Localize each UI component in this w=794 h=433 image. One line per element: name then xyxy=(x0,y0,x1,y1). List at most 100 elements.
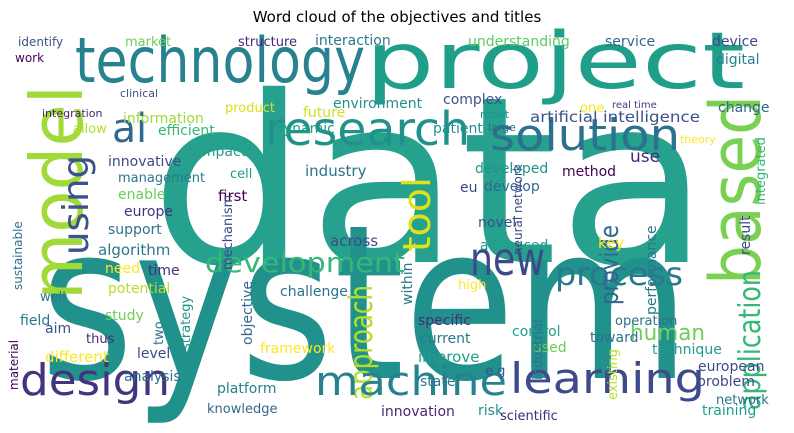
word: impact xyxy=(198,144,247,160)
word: used xyxy=(533,340,567,356)
word: neural network xyxy=(511,164,525,255)
word: real time xyxy=(612,100,657,111)
word: study xyxy=(105,308,144,324)
word: design xyxy=(20,355,170,406)
word: two xyxy=(152,321,167,345)
word: field xyxy=(20,313,50,329)
word: well xyxy=(40,290,66,305)
word: objective xyxy=(240,281,256,345)
word: application xyxy=(733,270,768,410)
word: research xyxy=(265,102,470,156)
word: europe xyxy=(124,204,173,220)
word: scientific xyxy=(500,409,558,424)
word: service xyxy=(605,34,655,50)
word: current xyxy=(420,331,471,347)
word: european xyxy=(698,359,764,375)
word: using xyxy=(56,155,97,255)
word: industrial xyxy=(531,319,546,380)
word: framework xyxy=(260,341,336,357)
chart-title: Word cloud of the objectives and titles xyxy=(253,8,542,26)
word: develop xyxy=(484,179,540,195)
word: challenge xyxy=(280,284,348,300)
word: within xyxy=(400,263,416,305)
word: theory xyxy=(680,133,716,146)
word: innovative xyxy=(108,154,181,170)
word: machine xyxy=(315,359,507,405)
word: cell xyxy=(230,167,252,182)
word: device xyxy=(712,34,758,50)
word: technology xyxy=(75,24,365,97)
word: result xyxy=(738,215,754,255)
word: artificial intelligence xyxy=(530,108,700,126)
word: first xyxy=(218,187,247,205)
word: efficient xyxy=(158,123,215,139)
word: aim xyxy=(45,321,71,337)
word: technique xyxy=(652,342,722,358)
word: key xyxy=(598,234,624,252)
word: approach xyxy=(342,285,380,400)
word: existing xyxy=(606,349,621,400)
word: project xyxy=(365,17,745,107)
word: material xyxy=(7,340,21,390)
word: improve xyxy=(418,348,479,366)
word: time xyxy=(148,263,180,279)
word: new xyxy=(470,232,545,286)
word: understanding xyxy=(468,34,570,50)
word: state xyxy=(420,374,455,390)
word: algorithm xyxy=(98,241,170,259)
word: ai xyxy=(112,106,147,152)
word: management xyxy=(118,171,205,186)
word: training xyxy=(702,403,756,419)
word: developed xyxy=(475,161,548,177)
word: dynamic xyxy=(275,121,335,137)
word: platform xyxy=(217,381,277,397)
word: information xyxy=(123,111,204,127)
word: knowledge xyxy=(207,402,277,417)
word: operation xyxy=(615,314,677,329)
word: thus xyxy=(86,332,115,347)
word: one xyxy=(580,101,604,116)
word: problem xyxy=(697,374,755,390)
word: enable xyxy=(118,187,165,203)
word: process xyxy=(555,255,683,293)
word: large xyxy=(488,121,516,134)
word: future xyxy=(303,105,345,121)
word: specific xyxy=(418,313,471,329)
word: industry xyxy=(305,162,367,180)
word: high xyxy=(458,278,486,293)
word: work xyxy=(15,51,44,65)
word: system xyxy=(40,178,690,429)
word: interaction xyxy=(315,33,391,49)
word: solution xyxy=(490,110,680,161)
word: e g xyxy=(485,364,505,379)
word: novel xyxy=(478,215,516,231)
word: different xyxy=(45,348,109,366)
word: structure xyxy=(238,35,297,50)
word: clinical xyxy=(120,87,158,100)
word: complex xyxy=(443,92,502,108)
word: across xyxy=(330,232,378,250)
word: advanced xyxy=(480,238,548,254)
word: control xyxy=(512,324,561,340)
word: performance xyxy=(644,225,660,315)
word: risk xyxy=(478,403,504,419)
word: need xyxy=(105,261,140,277)
word: integration xyxy=(42,107,102,120)
word: level xyxy=(137,346,170,362)
word: identify xyxy=(18,35,63,49)
word: support xyxy=(108,222,162,238)
word: based xyxy=(695,95,777,285)
word: market xyxy=(125,35,171,50)
word: strategy xyxy=(179,295,194,350)
word: data xyxy=(150,47,710,317)
word: robot xyxy=(480,108,510,121)
word: human xyxy=(630,321,705,346)
word: allow xyxy=(73,122,107,137)
word: digital xyxy=(716,52,760,68)
word: innovation xyxy=(381,404,455,420)
word: integrated xyxy=(754,137,769,205)
word: sustainable xyxy=(11,221,25,290)
word: potential xyxy=(108,281,170,297)
word: product xyxy=(225,101,275,116)
